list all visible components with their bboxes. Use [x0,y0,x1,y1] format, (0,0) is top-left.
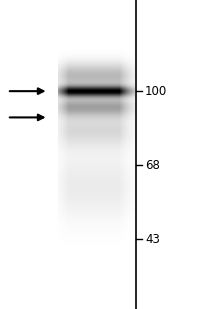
Text: 68: 68 [145,159,160,172]
Text: 100: 100 [145,85,167,98]
Text: 43: 43 [145,233,160,246]
